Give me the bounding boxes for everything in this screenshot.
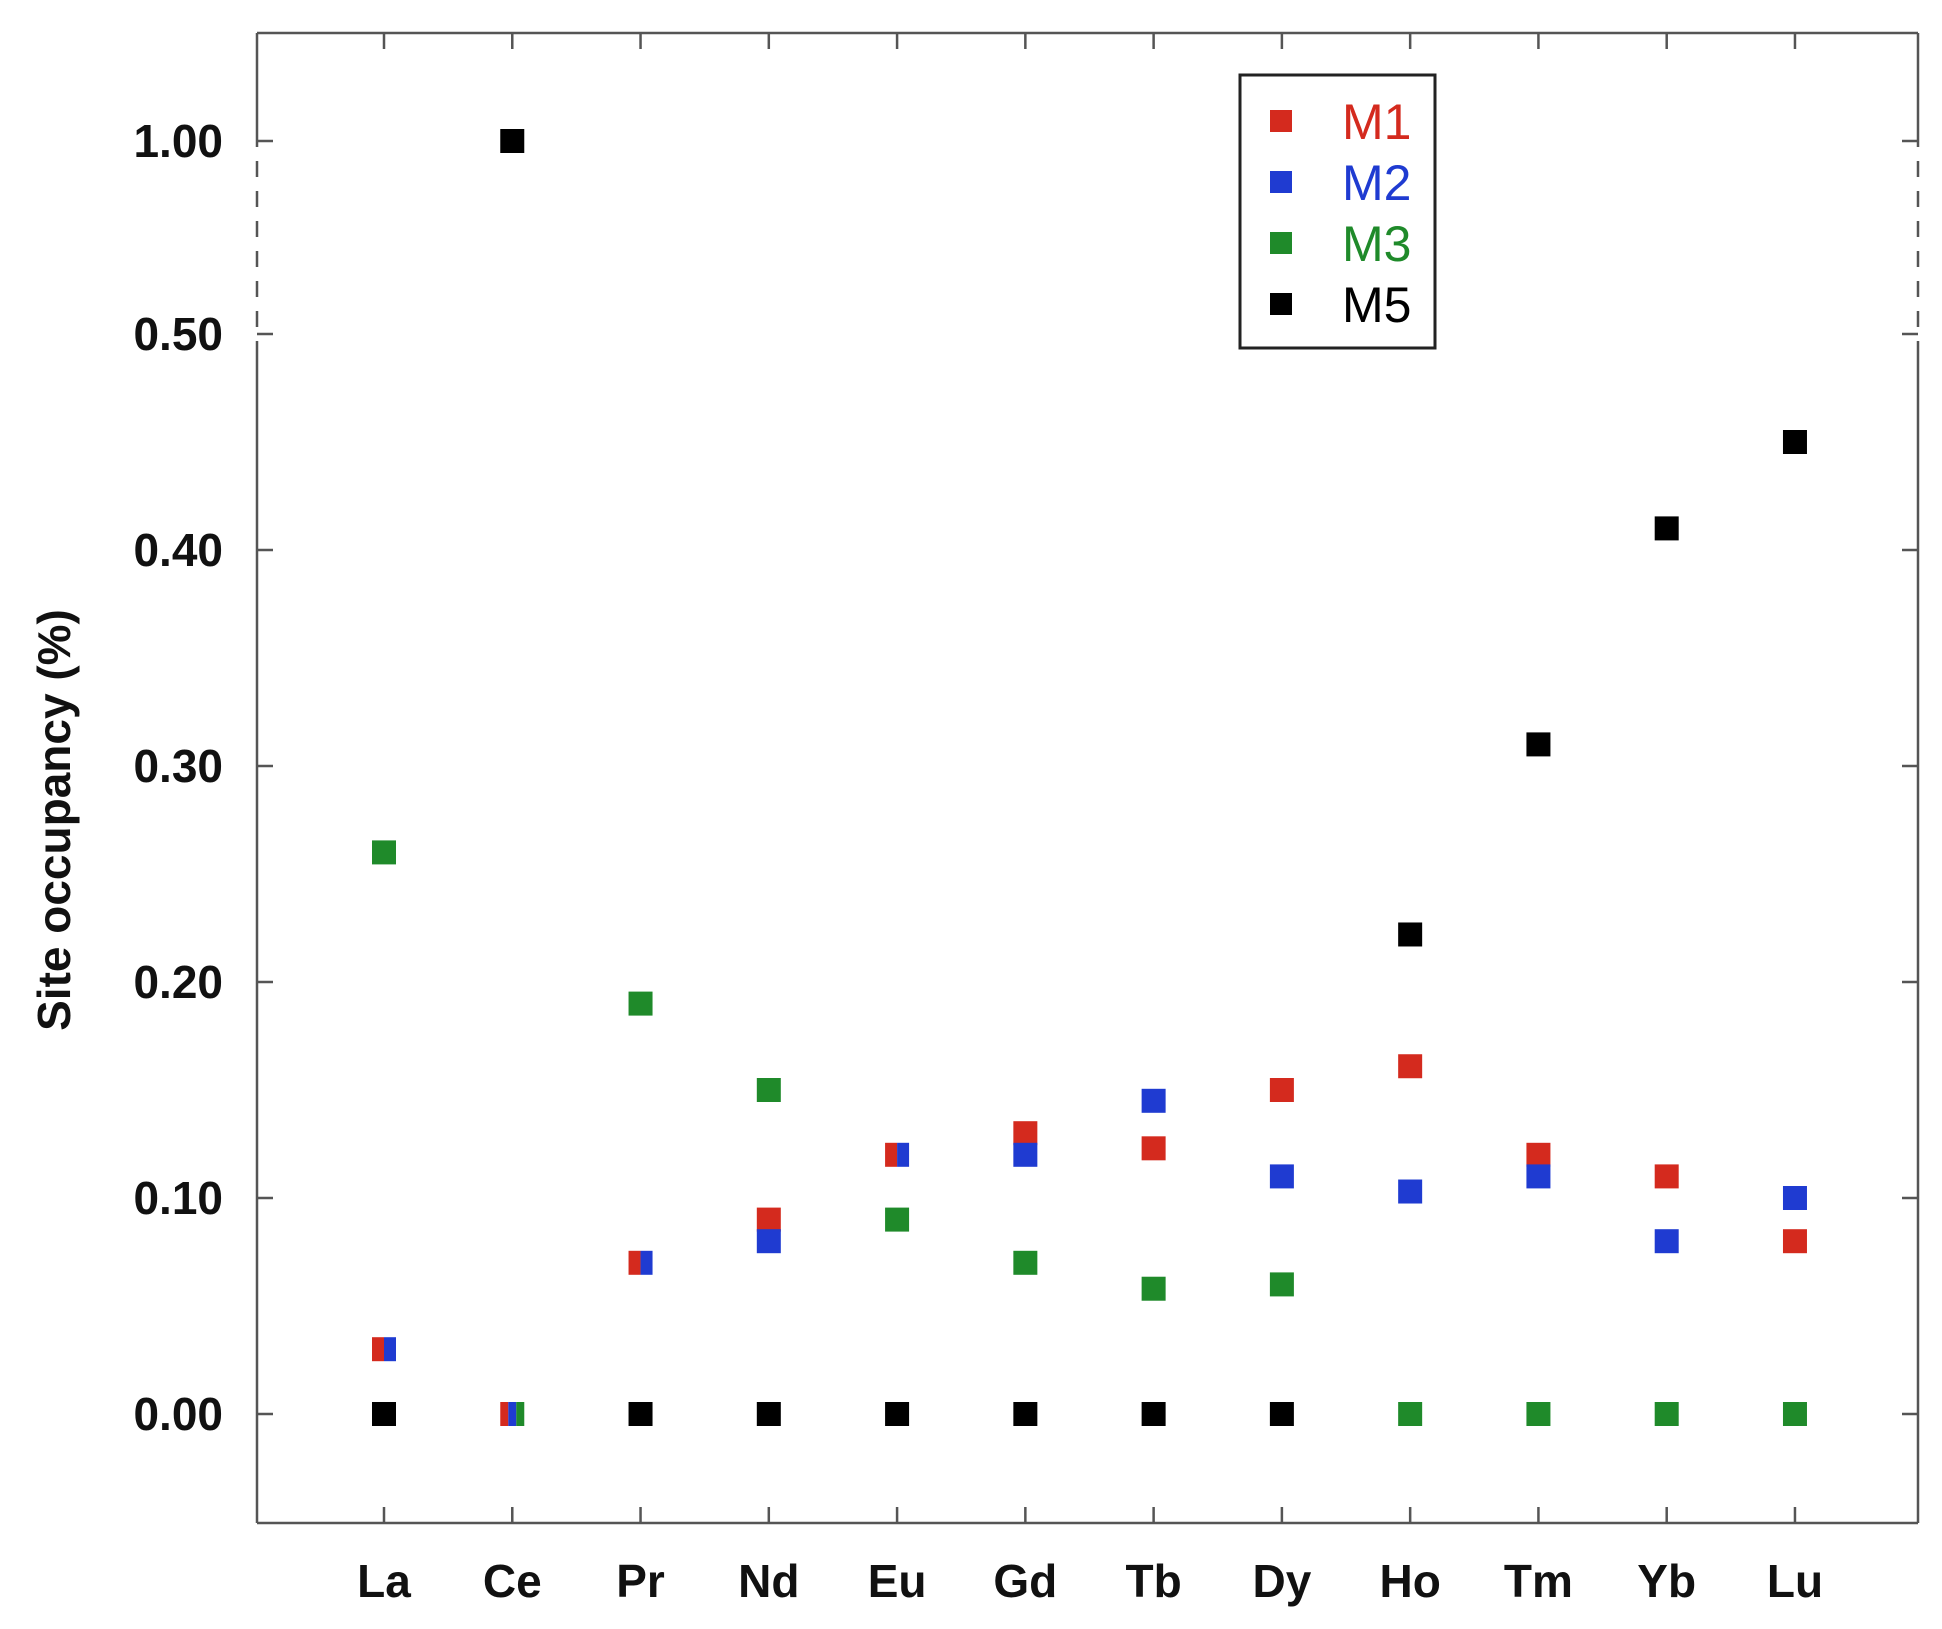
y-tick-label: 0.40: [133, 524, 223, 576]
y-tick-label: 0.50: [133, 308, 223, 360]
point-m3-tm: [1526, 1402, 1551, 1426]
y-tick-label: 0.20: [133, 956, 223, 1008]
point-m5-gd: [1013, 1402, 1038, 1426]
point-m2-dy: [1269, 1164, 1294, 1189]
x-tick-label: Pr: [616, 1555, 665, 1607]
point-m2-gd: [1013, 1142, 1038, 1167]
x-tick-label: Ho: [1379, 1555, 1440, 1607]
point-m2-ho: [1398, 1179, 1423, 1204]
legend-marker-m5: [1270, 293, 1292, 315]
y-tick-label: 0.30: [133, 740, 223, 792]
x-tick-label: Tb: [1126, 1555, 1182, 1607]
point-m5-lu: [1782, 430, 1807, 454]
point-m3-dy: [1269, 1272, 1294, 1297]
y-axis: 0.00 0.10 0.20 0.30 0.40 0.50 1.00: [133, 115, 1918, 1440]
x-tick-label: Tm: [1504, 1555, 1573, 1607]
point-m2-yb: [1654, 1229, 1679, 1254]
x-tick-label: Eu: [868, 1555, 927, 1607]
point-m2-eu: [897, 1142, 910, 1167]
x-tick-label: Gd: [993, 1555, 1057, 1607]
point-m1-lu: [1782, 1229, 1807, 1254]
point-m2-ce: [508, 1402, 517, 1426]
point-m3-lu: [1782, 1402, 1807, 1426]
point-m3-la: [372, 840, 396, 865]
point-m2-la: [384, 1337, 396, 1362]
legend-marker-m1: [1270, 110, 1292, 132]
x-tick-label: Yb: [1637, 1555, 1696, 1607]
y-tick-label: 0.00: [133, 1388, 223, 1440]
point-m3-pr: [628, 991, 653, 1016]
point-m3-yb: [1654, 1402, 1679, 1426]
point-m1-ce: [500, 1402, 509, 1426]
x-tick-label: Lu: [1767, 1555, 1823, 1607]
point-m1-eu: [885, 1142, 898, 1167]
point-m1-tm: [1526, 1142, 1551, 1167]
plot-frame: [255, 31, 1920, 1525]
x-axis: La Ce Pr Nd Eu Gd Tb Dy Ho Tm Yb Lu: [357, 33, 1823, 1607]
point-m1-pr: [628, 1250, 641, 1275]
point-m3-tb: [1141, 1276, 1166, 1301]
legend-label-m2: M2: [1342, 155, 1411, 211]
point-m5-tm: [1526, 732, 1551, 757]
point-m1-la: [372, 1337, 384, 1362]
point-m5-pr: [628, 1402, 653, 1426]
point-m5-la: [372, 1402, 396, 1426]
legend-marker-m2: [1270, 171, 1292, 193]
point-m3-ho: [1398, 1402, 1423, 1426]
x-tick-label: Dy: [1252, 1555, 1311, 1607]
point-m3-eu: [885, 1207, 910, 1232]
point-m1-nd: [756, 1207, 781, 1232]
legend-marker-m3: [1270, 232, 1292, 254]
x-tick-label: Nd: [738, 1555, 799, 1607]
y-axis-title: Site occupancy (%): [28, 609, 80, 1031]
point-m2-nd: [756, 1229, 781, 1254]
point-m5-eu: [885, 1402, 910, 1426]
point-m5-ho: [1398, 922, 1423, 947]
data-points: [372, 129, 1807, 1426]
point-m5-yb: [1654, 516, 1679, 541]
point-m1-yb: [1654, 1164, 1679, 1189]
y-tick-label: 0.10: [133, 1172, 223, 1224]
x-tick-label: Ce: [483, 1555, 542, 1607]
legend-label-m5: M5: [1342, 277, 1411, 333]
point-m1-ho: [1398, 1054, 1423, 1079]
legend-label-m1: M1: [1342, 94, 1411, 150]
point-m5-dy: [1269, 1402, 1294, 1426]
point-m5-ce: [500, 129, 525, 153]
point-m3-gd: [1013, 1250, 1038, 1275]
y-tick-label: 1.00: [133, 115, 223, 167]
point-m3-ce: [516, 1402, 525, 1426]
point-m2-tm: [1526, 1164, 1551, 1189]
point-m1-gd: [1013, 1121, 1038, 1146]
legend-label-m3: M3: [1342, 216, 1411, 272]
point-m5-tb: [1141, 1402, 1166, 1426]
point-m2-tb: [1141, 1088, 1166, 1113]
point-m1-tb: [1141, 1136, 1166, 1161]
point-m3-nd: [756, 1078, 781, 1102]
point-m2-lu: [1782, 1186, 1807, 1210]
point-m1-dy: [1269, 1078, 1294, 1102]
point-m2-pr: [640, 1250, 653, 1275]
x-tick-label: La: [357, 1555, 411, 1607]
point-m5-nd: [756, 1402, 781, 1426]
